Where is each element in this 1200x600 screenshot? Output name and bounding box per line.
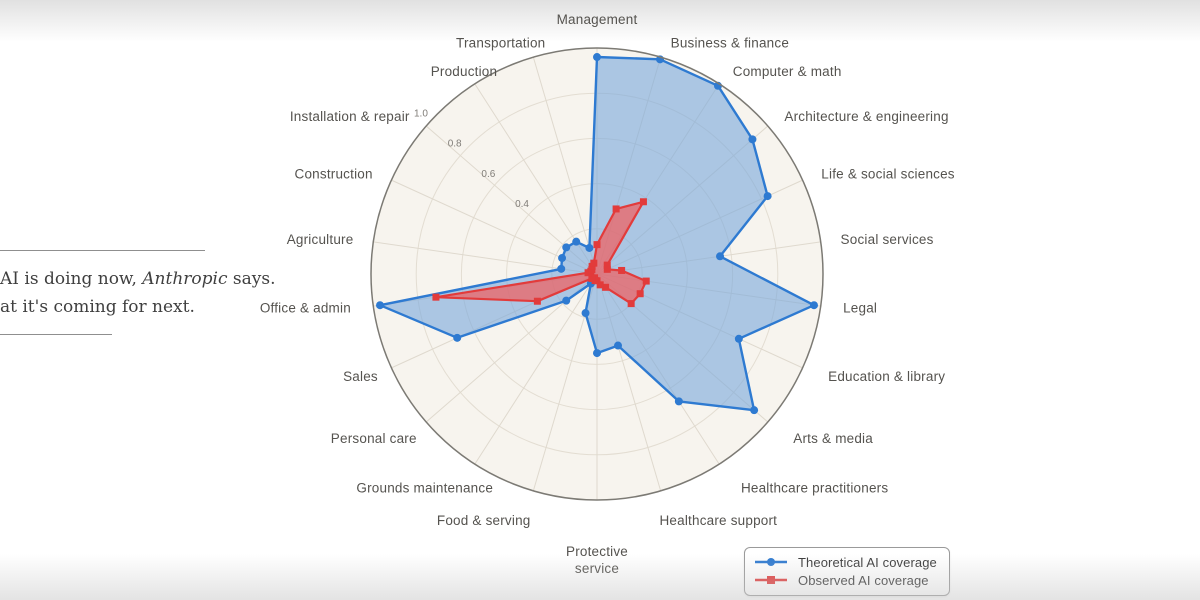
marker-observed-ai-coverage-education-library [636,290,644,298]
category-label-food-serving: Food & serving [437,513,531,528]
marker-theoretical-ai-coverage-life-social-sciences [763,192,772,201]
grid-spoke [474,273,598,465]
category-label-management: Management [557,12,638,27]
marker-theoretical-ai-coverage-agriculture [557,264,566,273]
marker-observed-ai-coverage-personal-care [588,274,596,282]
marker-observed-ai-coverage-transportation [590,259,598,267]
marker-observed-ai-coverage-business-finance [612,205,620,213]
legend-label-theoretical: Theoretical AI coverage [798,554,937,570]
marker-observed-ai-coverage-architecture-engineering [603,261,611,269]
legend-label-observed: Observed AI coverage [798,572,929,588]
marker-theoretical-ai-coverage-personal-care [562,296,571,305]
marker-observed-ai-coverage-healthcare-practitioners [602,283,610,291]
outer-circle [370,47,824,501]
marker-theoretical-ai-coverage-sales [453,333,462,342]
marker-observed-ai-coverage-sales [533,297,541,305]
marker-theoretical-ai-coverage-protective-service [593,349,601,358]
radial-tick-label: 0.6 [481,169,495,180]
radial-tick-label: 0.8 [448,139,462,150]
marker-theoretical-ai-coverage-architecture-engineering [748,135,757,144]
category-label-arts-media: Arts & media [793,431,873,446]
category-label-healthcare-practitioners: Healthcare practitioners [741,481,888,496]
category-label-computer-math: Computer & math [733,64,842,79]
marker-theoretical-ai-coverage-food-serving [581,309,590,318]
category-label-office-admin: Office & admin [260,301,351,316]
marker-observed-ai-coverage-computer-math [639,198,647,206]
marker-theoretical-ai-coverage-production [572,237,581,246]
category-label-transportation: Transportation [456,36,545,51]
legend-marker-observed [755,576,787,584]
chart-legend: Theoretical AI coverage Observed AI cove… [744,547,950,596]
grid-spoke [532,57,598,275]
radial-tick-label: 1.0 [414,109,428,120]
marker-theoretical-ai-coverage-social-services [716,252,725,261]
marker-theoretical-ai-coverage-healthcare-support [614,341,623,350]
category-label-business-finance: Business & finance [671,36,789,51]
marker-theoretical-ai-coverage-installation-repair [562,243,571,252]
marker-theoretical-ai-coverage-office-admin [376,301,385,310]
marker-theoretical-ai-coverage-management [593,53,601,62]
marker-theoretical-ai-coverage-construction [558,254,567,263]
radial-tick-label: 0.4 [515,199,529,210]
marker-theoretical-ai-coverage-healthcare-practitioners [674,397,683,406]
category-label-grounds-maintenance: Grounds maintenance [356,481,493,496]
category-label-life-social-sciences: Life & social sciences [821,166,955,181]
marker-theoretical-ai-coverage-arts-media [750,406,759,415]
category-label-legal: Legal [843,301,877,316]
marker-observed-ai-coverage-life-social-sciences [603,265,611,273]
category-label-production: Production [431,64,498,79]
category-label-installation-repair: Installation & repair [290,109,410,124]
category-label-protective-service: Protective service [566,544,628,576]
category-label-education-library: Education & library [828,369,945,384]
legend-item-theoretical: Theoretical AI coverage [753,553,937,571]
category-label-construction: Construction [295,166,373,181]
category-label-personal-care: Personal care [331,431,417,446]
marker-theoretical-ai-coverage-transportation [585,243,594,252]
marker-observed-ai-coverage-social-services [618,266,626,274]
left-caption: AI is doing now, Anthropic says. at it's… [0,250,276,335]
caption-bottom-rule [0,334,112,335]
marker-observed-ai-coverage-healthcare-support [596,281,604,289]
legend-marker-theoretical [755,558,787,566]
marker-observed-ai-coverage-arts-media [627,300,635,308]
caption-line-1: AI is doing now, Anthropic says. [0,269,276,289]
category-label-healthcare-support: Healthcare support [659,513,777,528]
category-label-sales: Sales [343,369,378,384]
caption-italic-word: Anthropic [142,269,228,289]
marker-observed-ai-coverage-legal [642,277,650,285]
marker-observed-ai-coverage-office-admin [432,293,440,301]
marker-theoretical-ai-coverage-legal [809,301,818,310]
category-label-social-services: Social services [841,232,934,247]
marker-theoretical-ai-coverage-education-library [734,334,743,343]
category-label-agriculture: Agriculture [287,232,354,247]
legend-item-observed: Observed AI coverage [753,571,937,589]
marker-observed-ai-coverage-management [593,241,601,249]
caption-top-rule [0,250,205,251]
category-label-architecture-engineering: Architecture & engineering [784,109,948,124]
caption-line-2: at it's coming for next. [0,297,195,317]
